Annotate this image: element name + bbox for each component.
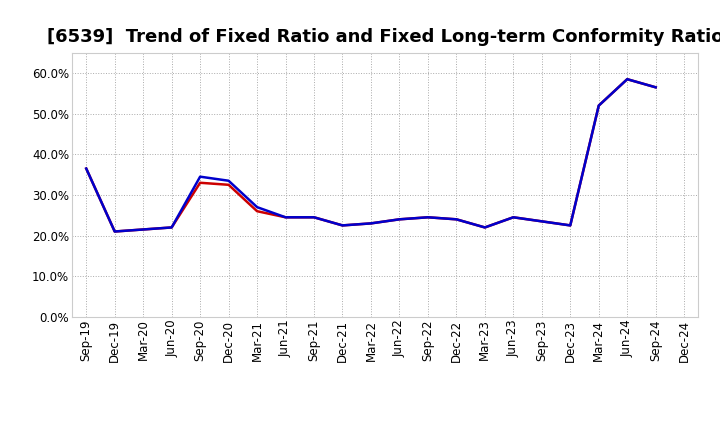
Fixed Ratio <box>509 215 518 220</box>
Fixed Long-term Conformity Ratio <box>338 223 347 228</box>
Legend: Fixed Ratio, Fixed Long-term Conformity Ratio: Fixed Ratio, Fixed Long-term Conformity … <box>179 434 592 440</box>
Fixed Ratio <box>225 178 233 183</box>
Fixed Long-term Conformity Ratio <box>423 215 432 220</box>
Fixed Ratio <box>196 174 204 180</box>
Fixed Ratio <box>566 223 575 228</box>
Fixed Long-term Conformity Ratio <box>480 225 489 230</box>
Fixed Ratio <box>537 219 546 224</box>
Fixed Ratio <box>282 215 290 220</box>
Fixed Long-term Conformity Ratio <box>82 166 91 171</box>
Fixed Ratio <box>82 166 91 171</box>
Line: Fixed Ratio: Fixed Ratio <box>86 79 656 231</box>
Fixed Long-term Conformity Ratio <box>110 229 119 234</box>
Fixed Ratio <box>452 216 461 222</box>
Fixed Long-term Conformity Ratio <box>652 84 660 90</box>
Fixed Long-term Conformity Ratio <box>509 215 518 220</box>
Fixed Ratio <box>310 215 318 220</box>
Fixed Ratio <box>253 205 261 210</box>
Fixed Ratio <box>338 223 347 228</box>
Fixed Long-term Conformity Ratio <box>167 225 176 230</box>
Fixed Ratio <box>652 84 660 90</box>
Fixed Long-term Conformity Ratio <box>253 209 261 214</box>
Fixed Long-term Conformity Ratio <box>595 103 603 108</box>
Fixed Long-term Conformity Ratio <box>366 221 375 226</box>
Fixed Ratio <box>366 221 375 226</box>
Fixed Ratio <box>139 227 148 232</box>
Fixed Long-term Conformity Ratio <box>537 219 546 224</box>
Fixed Long-term Conformity Ratio <box>395 216 404 222</box>
Fixed Long-term Conformity Ratio <box>310 215 318 220</box>
Fixed Ratio <box>480 225 489 230</box>
Fixed Long-term Conformity Ratio <box>196 180 204 185</box>
Fixed Long-term Conformity Ratio <box>623 77 631 82</box>
Fixed Long-term Conformity Ratio <box>566 223 575 228</box>
Title: [6539]  Trend of Fixed Ratio and Fixed Long-term Conformity Ratio: [6539] Trend of Fixed Ratio and Fixed Lo… <box>47 28 720 46</box>
Fixed Ratio <box>423 215 432 220</box>
Fixed Long-term Conformity Ratio <box>452 216 461 222</box>
Fixed Ratio <box>167 225 176 230</box>
Fixed Ratio <box>595 103 603 108</box>
Fixed Ratio <box>395 216 404 222</box>
Fixed Ratio <box>110 229 119 234</box>
Line: Fixed Long-term Conformity Ratio: Fixed Long-term Conformity Ratio <box>86 79 656 231</box>
Fixed Ratio <box>623 77 631 82</box>
Fixed Long-term Conformity Ratio <box>225 182 233 187</box>
Fixed Long-term Conformity Ratio <box>282 215 290 220</box>
Fixed Long-term Conformity Ratio <box>139 227 148 232</box>
